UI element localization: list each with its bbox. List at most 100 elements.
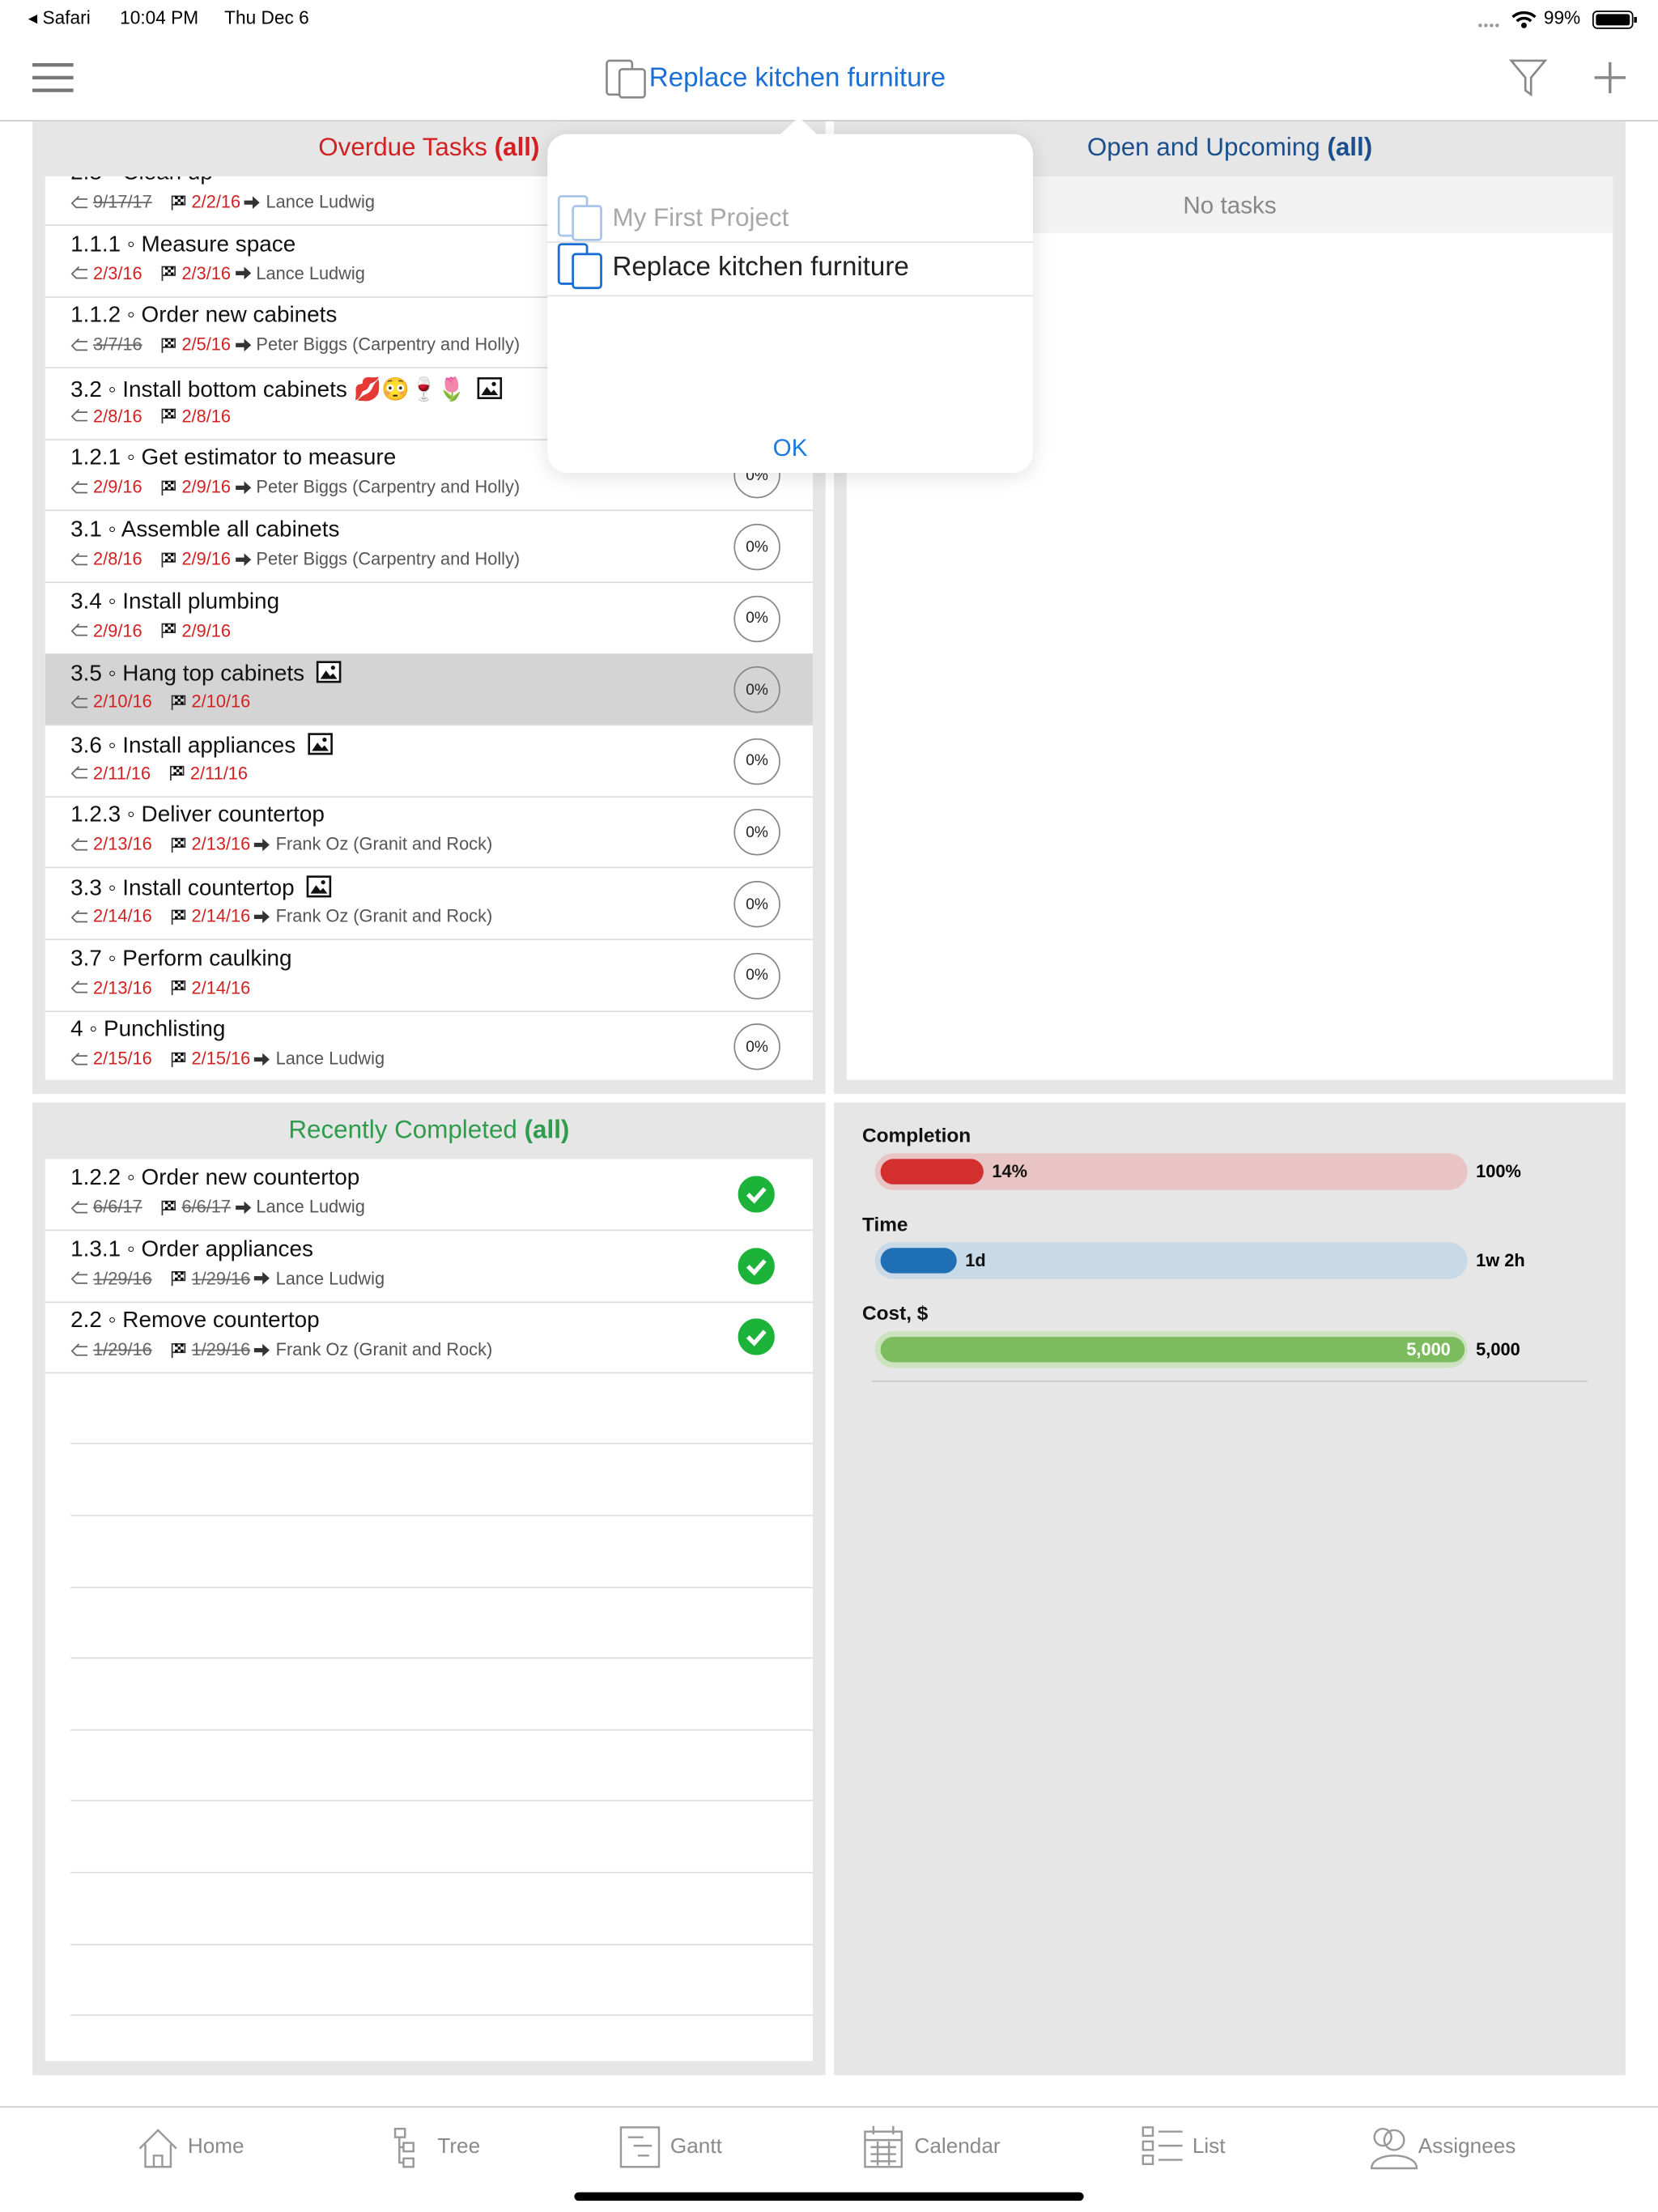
- due-icon: [170, 694, 187, 710]
- due-icon: [170, 1342, 187, 1358]
- completed-header[interactable]: Recently Completed (all): [32, 1115, 826, 1145]
- task-row[interactable]: 3.5 ◦ Hang top cabinets 2/10/16 2/10/16 0%: [45, 653, 813, 726]
- due-icon: [170, 980, 187, 996]
- due-date: 2/5/16: [181, 334, 232, 355]
- completed-title: Recently Completed: [288, 1115, 517, 1144]
- assignee-icon: [235, 1200, 252, 1214]
- task-row[interactable]: 1.3.1 ◦ Order appliances 1/29/16 1/29/16 La…: [45, 1231, 813, 1303]
- task-row[interactable]: 3.6 ◦ Install appliances 2/11/16 2/11/16 0%: [45, 725, 813, 798]
- due-date: 6/6/17: [181, 1197, 232, 1217]
- task-row[interactable]: 3.7 ◦ Perform caulking 2/13/16 2/14/16 0%: [45, 939, 813, 1012]
- assignee-icon: [244, 195, 261, 209]
- menu-button[interactable]: [31, 62, 76, 96]
- overdue-header[interactable]: Overdue Tasks (all): [32, 133, 826, 163]
- start-icon: [70, 480, 89, 496]
- tab-label[interactable]: List: [1192, 2134, 1226, 2159]
- progress[interactable]: 0%: [733, 1023, 780, 1070]
- progress[interactable]: 0%: [733, 880, 780, 928]
- task-row[interactable]: 4 ◦ Punchlisting 2/15/16 2/15/16 Lance Ludw…: [45, 1011, 813, 1080]
- upcoming-empty: No tasks: [1183, 192, 1277, 219]
- start-date: 2/8/16: [93, 406, 142, 427]
- stat-fill: [880, 1159, 984, 1185]
- start-icon: [70, 1270, 89, 1286]
- popover-icon: [556, 241, 604, 296]
- empty-row-line: [70, 2014, 813, 2017]
- progress[interactable]: 0%: [733, 523, 780, 571]
- add-button[interactable]: [1592, 59, 1628, 96]
- start-date: 2/3/16: [93, 263, 142, 283]
- task-row[interactable]: 2.3 ◦ Clean up 9/17/17 2/2/16 Lance Ludwig: [45, 177, 813, 226]
- empty-row-line: [70, 1443, 813, 1445]
- due-date: 2/9/16: [181, 477, 232, 498]
- due-icon: [160, 551, 177, 568]
- progress[interactable]: 0%: [733, 952, 780, 999]
- assignee: Frank Oz (Granit and Rock): [275, 1339, 493, 1360]
- task-row[interactable]: 3.2 ◦ Install bottom cabinets 💋😳🍷🌷 2/8/16…: [45, 368, 813, 440]
- progress[interactable]: 0%: [733, 809, 780, 857]
- start-date: 2/15/16: [93, 1049, 152, 1070]
- task-name: 3.1 ◦ Assemble all cabinets: [70, 517, 340, 542]
- done-check: [738, 1318, 775, 1363]
- start-icon: [70, 1199, 89, 1214]
- upcoming-header[interactable]: Open and Upcoming (all): [834, 133, 1626, 163]
- start-date: 1/29/16: [93, 1268, 152, 1289]
- due-icon: [160, 1199, 177, 1215]
- header-title[interactable]: Replace kitchen furniture: [648, 63, 946, 94]
- due-date: 2/8/16: [181, 406, 232, 427]
- task-title: 1.3.1 ◦ Order appliances: [70, 1237, 313, 1262]
- tab-label[interactable]: Assignees: [1418, 2134, 1516, 2159]
- assignee: Frank Oz (Granit and Rock): [275, 906, 493, 926]
- tab-label[interactable]: Gantt: [670, 2134, 722, 2159]
- task-row[interactable]: 1.2.2 ◦ Order new countertop 6/6/17 6/6/17…: [45, 1159, 813, 1231]
- popover-item[interactable]: My First Project: [547, 188, 1033, 243]
- assignee-icon: [235, 338, 252, 351]
- task-row[interactable]: 1.1.1 ◦ Measure space 2/3/16 2/3/16 Lance L…: [45, 225, 813, 298]
- progress[interactable]: 0%: [733, 595, 780, 642]
- status-app[interactable]: ◂ Safari: [28, 6, 91, 28]
- progress[interactable]: 0%: [733, 666, 780, 713]
- task-row[interactable]: 3.1 ◦ Assemble all cabinets 2/8/16 2/9/16 P…: [45, 511, 813, 584]
- task-title: 1.2.2 ◦ Order new countertop: [70, 1166, 359, 1191]
- task-dates: 2/8/16 2/9/16 Peter Biggs (Carpentry and H…: [70, 549, 520, 569]
- due-date: 2/14/16: [191, 906, 251, 926]
- task-name: 3.2 ◦ Install bottom cabinets 💋😳🍷🌷: [70, 377, 466, 402]
- status-battery: 99%: [1543, 6, 1581, 28]
- task-row[interactable]: 1.2.3 ◦ Deliver countertop 2/13/16 2/13/16…: [45, 797, 813, 869]
- assignee-icon: [235, 481, 252, 495]
- task-name: 3.3 ◦ Install countertop: [70, 876, 295, 901]
- assignee: Peter Biggs (Carpentry and Holly): [256, 334, 521, 355]
- due-date: 1/29/16: [191, 1268, 251, 1289]
- start-icon: [70, 837, 89, 853]
- empty-row-line: [70, 1729, 813, 1731]
- popover-ok[interactable]: OK: [772, 434, 808, 462]
- start-icon: [70, 1051, 89, 1066]
- task-dates: 2/11/16 2/11/16: [70, 764, 248, 783]
- stat-track: 1d: [874, 1242, 1468, 1279]
- task-row[interactable]: 3.4 ◦ Install plumbing 2/9/16 2/9/16 0%: [45, 582, 813, 655]
- due-date: 2/10/16: [191, 691, 251, 713]
- task-title: 3.5 ◦ Hang top cabinets: [70, 661, 341, 687]
- progress[interactable]: 0%: [733, 738, 780, 785]
- task-row[interactable]: 3.3 ◦ Install countertop 2/14/16 2/14/16 Fr…: [45, 868, 813, 941]
- tab-label[interactable]: Home: [187, 2134, 244, 2159]
- start-icon: [70, 194, 89, 210]
- task-row[interactable]: 1.1.2 ◦ Order new cabinets 3/7/16 2/5/16 Pe…: [45, 296, 813, 369]
- start-date: 3/7/16: [93, 334, 142, 355]
- assignee-icon: [254, 1343, 272, 1356]
- tab-label[interactable]: Tree: [437, 2134, 481, 2159]
- image-icon: [307, 732, 333, 755]
- popover-item[interactable]: Replace kitchen furniture: [547, 241, 1033, 297]
- task-name: 3.7 ◦ Perform caulking: [70, 946, 292, 971]
- task-row[interactable]: 2.2 ◦ Remove countertop 1/29/16 1/29/16 Fra…: [45, 1302, 813, 1374]
- start-date: 9/17/17: [93, 192, 152, 212]
- tab-label[interactable]: Calendar: [914, 2134, 1001, 2159]
- stat-value: 5,000: [1406, 1339, 1451, 1359]
- filter-button[interactable]: [1507, 57, 1550, 99]
- task-name: 1.2.2 ◦ Order new countertop: [70, 1166, 360, 1190]
- empty-row-line: [70, 1657, 813, 1659]
- task-row[interactable]: 1.2.1 ◦ Get estimator to measure 2/9/16 2/…: [45, 440, 813, 512]
- task-dates: 6/6/17 6/6/17 Lance Ludwig: [70, 1197, 365, 1217]
- task-title: 2.2 ◦ Remove countertop: [70, 1309, 320, 1334]
- due-date: 2/14/16: [191, 977, 251, 998]
- due-date: 2/3/16: [181, 263, 232, 283]
